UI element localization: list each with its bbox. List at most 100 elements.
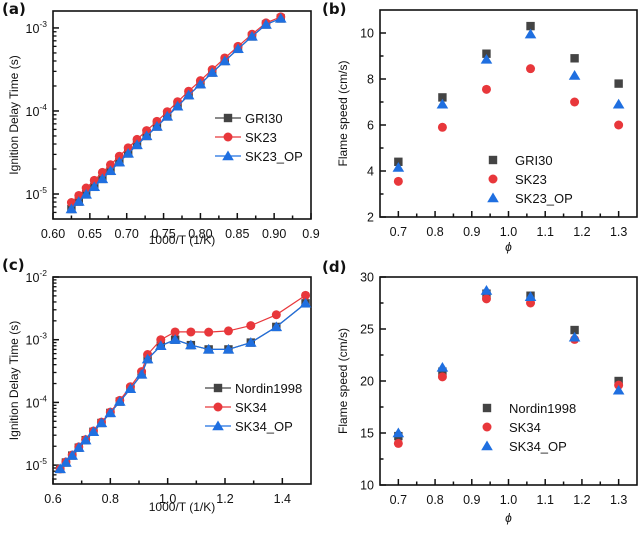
x-tick-label: 0.6 [44,492,61,506]
panel-a: (a) 0.60 0.65 0.70 0.75 0.80 0.85 0.90 0.9 1000/T… [2,0,320,247]
y-tick-label: 10-2 [26,268,48,285]
data-point [54,463,66,474]
y-tick-label: 10-5 [26,456,48,473]
data-point [171,100,184,111]
y-axis-label: Ignition Delay Time (s) [7,55,21,174]
data-point [122,147,134,158]
data-point [437,122,447,132]
x-tick-label: 1.4 [274,492,291,506]
legend-item: Nordin1998 [205,381,302,396]
x-axis-label: 1000/T (1/K) [149,500,215,514]
x-tick-label: 0.65 [78,227,102,241]
y-tick-label: 30 [360,271,374,285]
y-tick-label: 10 [360,479,374,493]
data-point [161,110,174,121]
data-point [186,327,196,337]
legend-marker [487,192,499,203]
data-point [156,335,166,345]
data-point [438,93,447,102]
legend-item: SK34 [482,420,541,435]
data-point [154,340,167,350]
data-point [614,120,624,130]
legend-marker [481,440,493,451]
data-point [104,407,117,418]
x-tick-label: 0.9 [302,227,319,241]
series-sk23 [393,64,624,186]
series-gri30 [394,21,623,166]
y-axis-label: Flame speed (cm/s) [336,328,350,434]
data-point [194,78,207,89]
legend-marker [223,132,233,142]
legend: GRI30 SK23 SK23_OP [487,153,573,206]
legend-marker [213,383,223,393]
y-tick-exponent: -5 [39,185,47,195]
y-tick-exponent: -3 [39,331,47,341]
legend-marker [488,174,498,184]
data-point [88,181,101,192]
data-point [612,384,625,395]
data-point [260,19,272,29]
y-axis-label: Ignition Delay Time (s) [7,321,21,440]
x-tick-label: 1.3 [610,225,627,239]
y-tick-base: 10 [26,334,40,348]
data-point [526,64,536,74]
data-point [570,325,579,335]
data-point [87,426,100,436]
legend-marker [482,403,492,413]
series-sk34_op [54,297,312,474]
x-tick-label: 0.70 [115,227,139,241]
data-point [524,291,537,301]
x-tick-label: 0.8 [102,492,119,506]
data-point [123,143,133,153]
x-tick-label: 1.1 [537,493,554,507]
plot-frame [379,9,638,218]
x-axis-label: ϕ [505,240,512,254]
legend-label: SK34 [235,400,267,415]
series-sk23_op [65,12,287,214]
data-point [80,188,92,199]
y-tick-exponent: -2 [39,268,47,278]
data-point [482,49,491,58]
data-point [141,353,154,364]
data-point [73,196,85,206]
x-tick-label: 0.9 [463,493,480,507]
data-point [393,176,403,186]
data-point [113,396,126,406]
legend-item: SK23 [488,172,547,187]
legend-label: SK23 [245,130,277,145]
data-point [232,43,244,54]
y-tick-label: 6 [367,119,374,133]
y-tick-label: 2 [367,211,374,225]
y-tick-exponent: -3 [39,19,47,29]
data-point [223,326,233,336]
data-point [97,167,107,177]
data-point [222,343,235,354]
data-point [95,417,108,428]
data-point [301,290,311,300]
legend-item: SK34 [205,400,267,415]
data-point [393,438,403,448]
legend-item: GRI30 [488,153,553,168]
x-tick-label: 0.7 [390,493,407,507]
data-point [392,162,405,172]
data-point [480,285,493,295]
legend-label: SK34_OP [509,439,567,454]
x-tick-label: 1.1 [537,225,554,239]
panel-b: (b) 0.7 0.8 0.9 1.0 1.1 1.2 1.3 ϕ 2 4 6 8 10 Flame spe… [322,0,638,254]
x-tick-label: 0.90 [262,227,286,241]
x-tick-label: 0.9 [463,225,480,239]
data-point [437,372,447,382]
data-point [151,121,163,131]
y-tick-base: 10 [26,105,40,119]
data-point [299,297,312,308]
legend: Nordin1998 SK34 SK34_OP [481,401,576,454]
legend-label: SK23 [515,172,547,187]
y-tick-label: 10-4 [26,102,48,119]
x-tick-label: 0.80 [188,227,212,241]
data-point [169,334,181,344]
x-tick-label: 0.85 [225,227,249,241]
data-point [132,134,142,144]
legend-item: SK23_OP [215,149,303,164]
data-point [124,383,137,393]
